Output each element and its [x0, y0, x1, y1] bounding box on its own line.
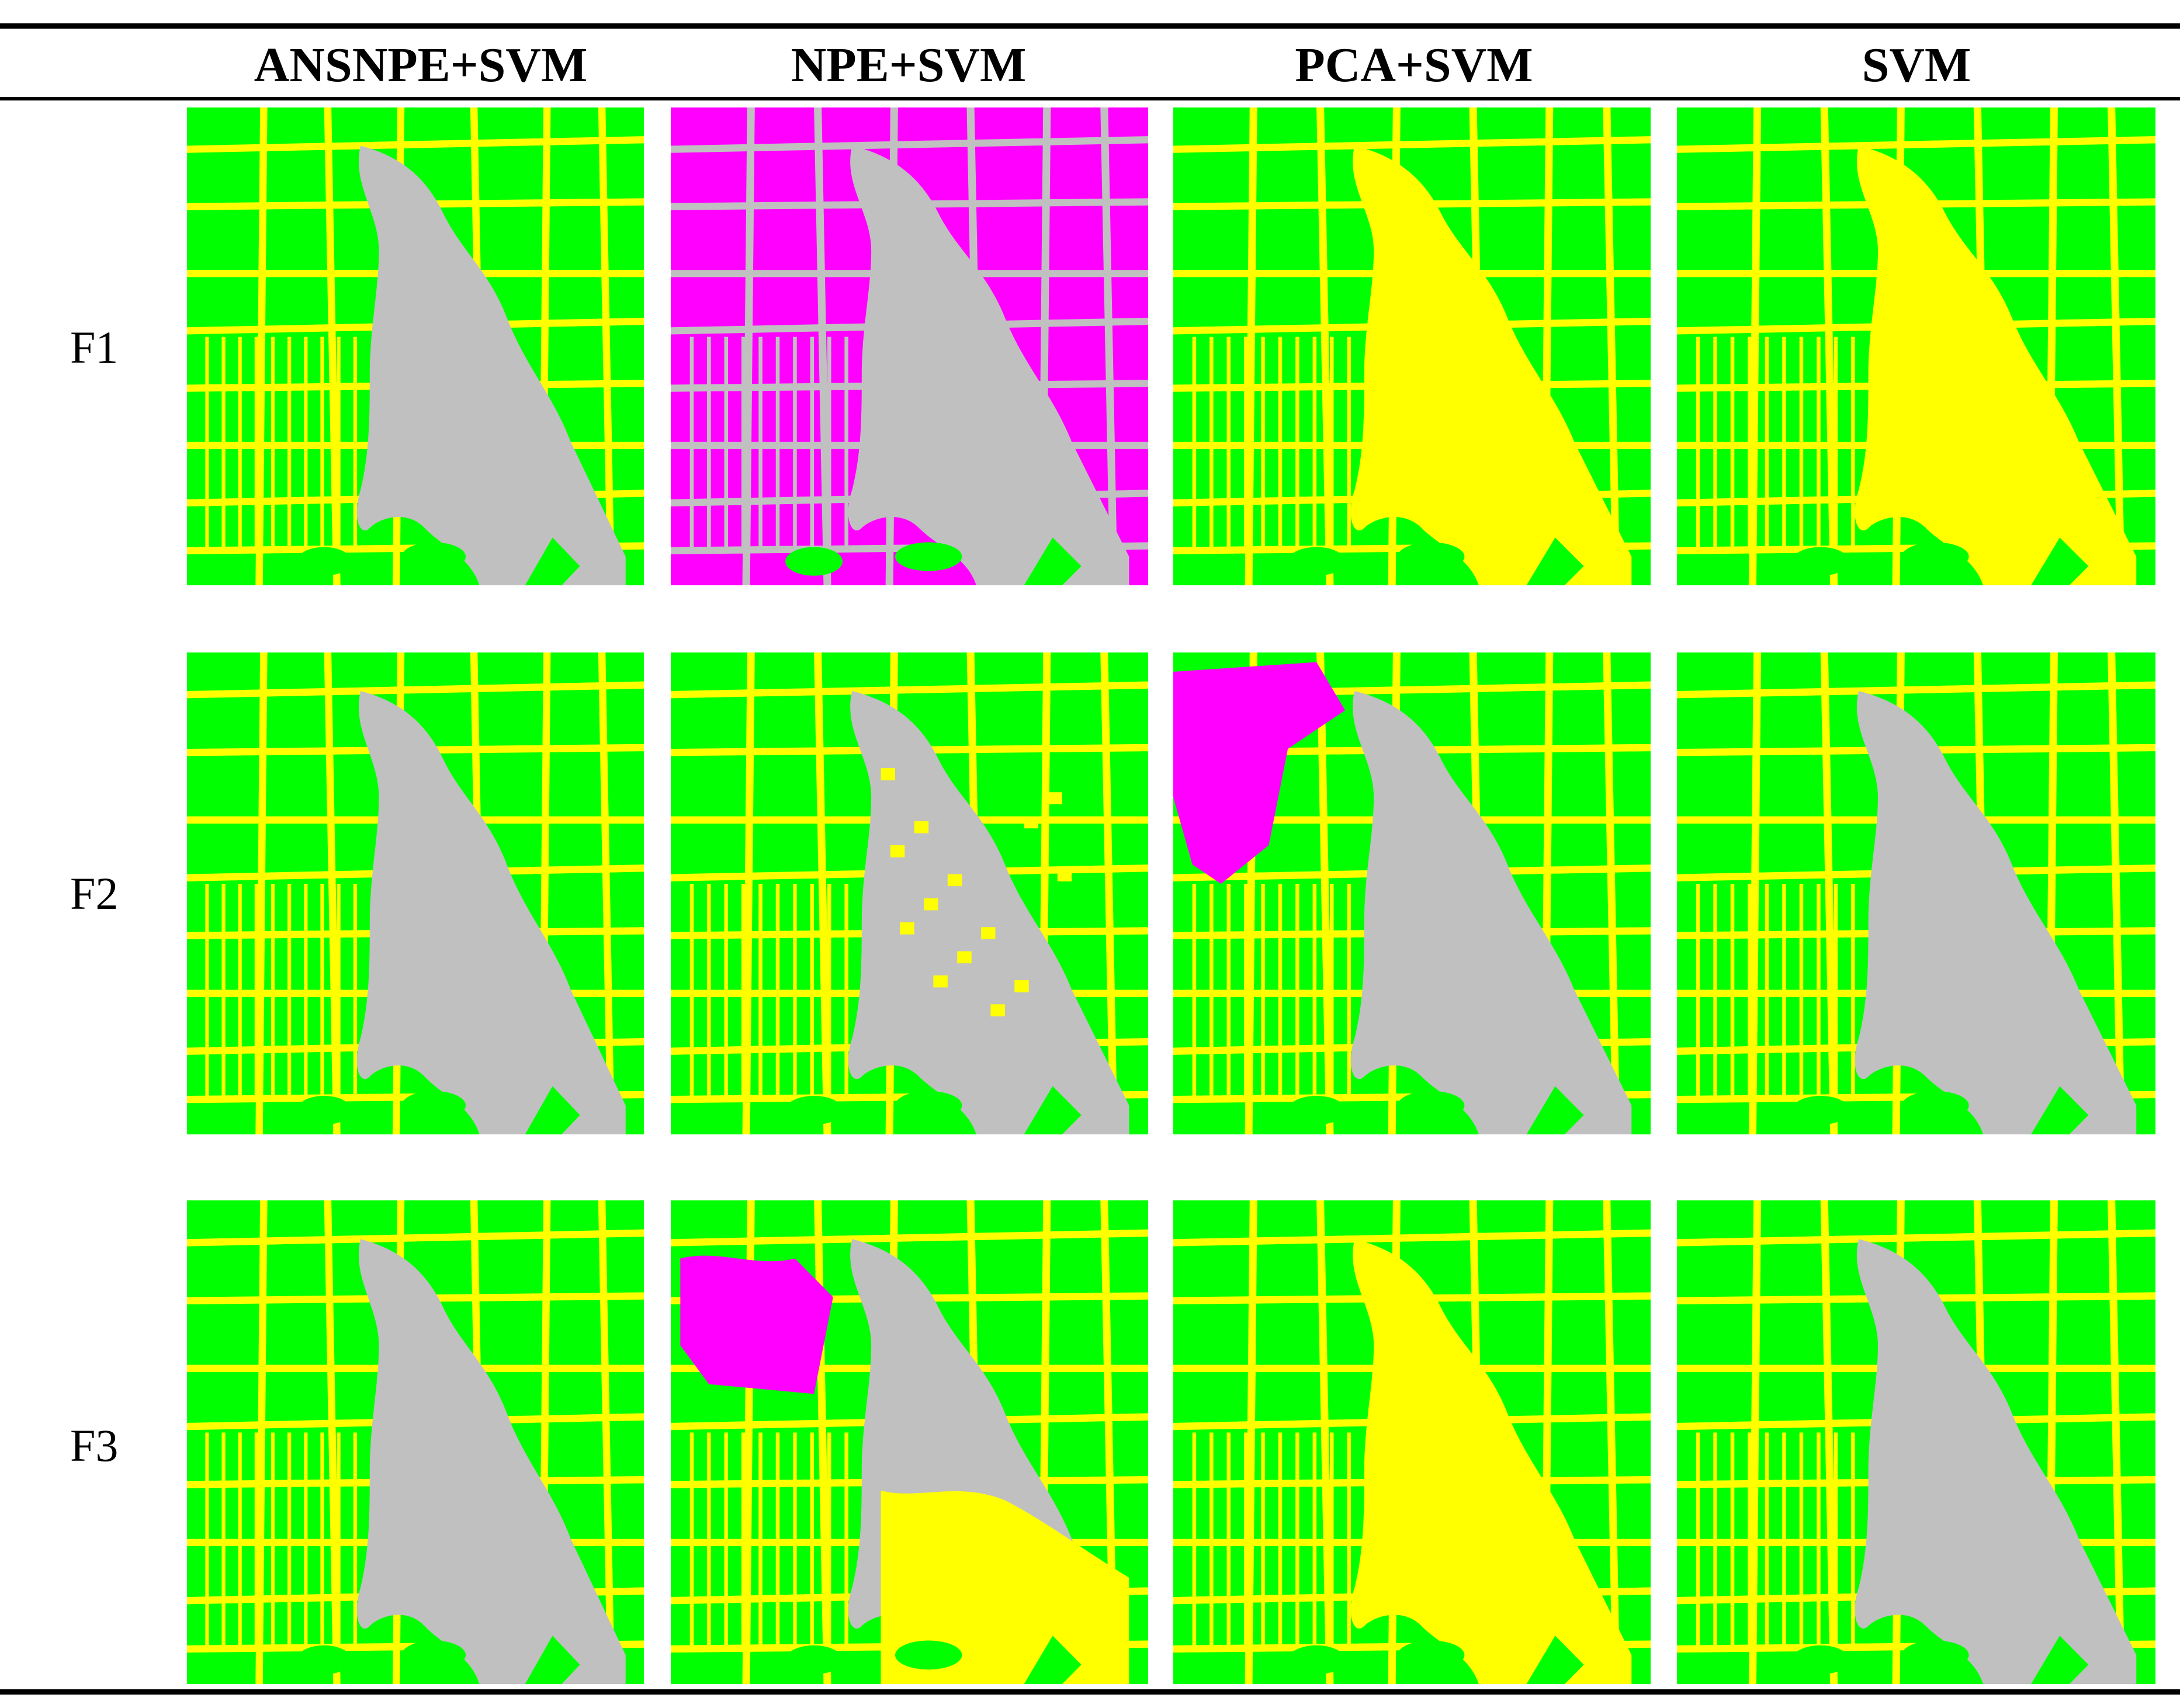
map-ansnpe-svm-f2: [187, 652, 644, 1134]
row-label-f2: F2: [70, 868, 119, 919]
header-rule: [0, 97, 2180, 100]
map-npe-svm-f2: [671, 652, 1148, 1134]
column-header-pca-svm: PCA+SVM: [1295, 38, 1533, 92]
column-header-ansnpe-svm: ANSNPE+SVM: [254, 38, 588, 92]
column-header-svm: SVM: [1862, 38, 1971, 92]
map-svm-f2: [1677, 652, 2155, 1134]
map-pca-svm-f1: [1173, 107, 1651, 585]
map-svm-f3: [1677, 1200, 2155, 1684]
map-npe-svm-f3: [671, 1200, 1148, 1684]
column-header-npe-svm: NPE+SVM: [791, 38, 1027, 92]
row-label-f3: F3: [70, 1420, 119, 1471]
map-pca-svm-f3: [1173, 1200, 1651, 1684]
map-pca-svm-f2: [1173, 652, 1651, 1134]
map-npe-svm-f1: [671, 107, 1148, 585]
map-svm-f1: [1677, 107, 2155, 585]
map-ansnpe-svm-f1: [187, 107, 644, 585]
row-label-f1: F1: [70, 322, 119, 373]
top-rule: [0, 23, 2180, 29]
bottom-rule: [0, 1689, 2180, 1695]
map-ansnpe-svm-f3: [187, 1200, 644, 1684]
